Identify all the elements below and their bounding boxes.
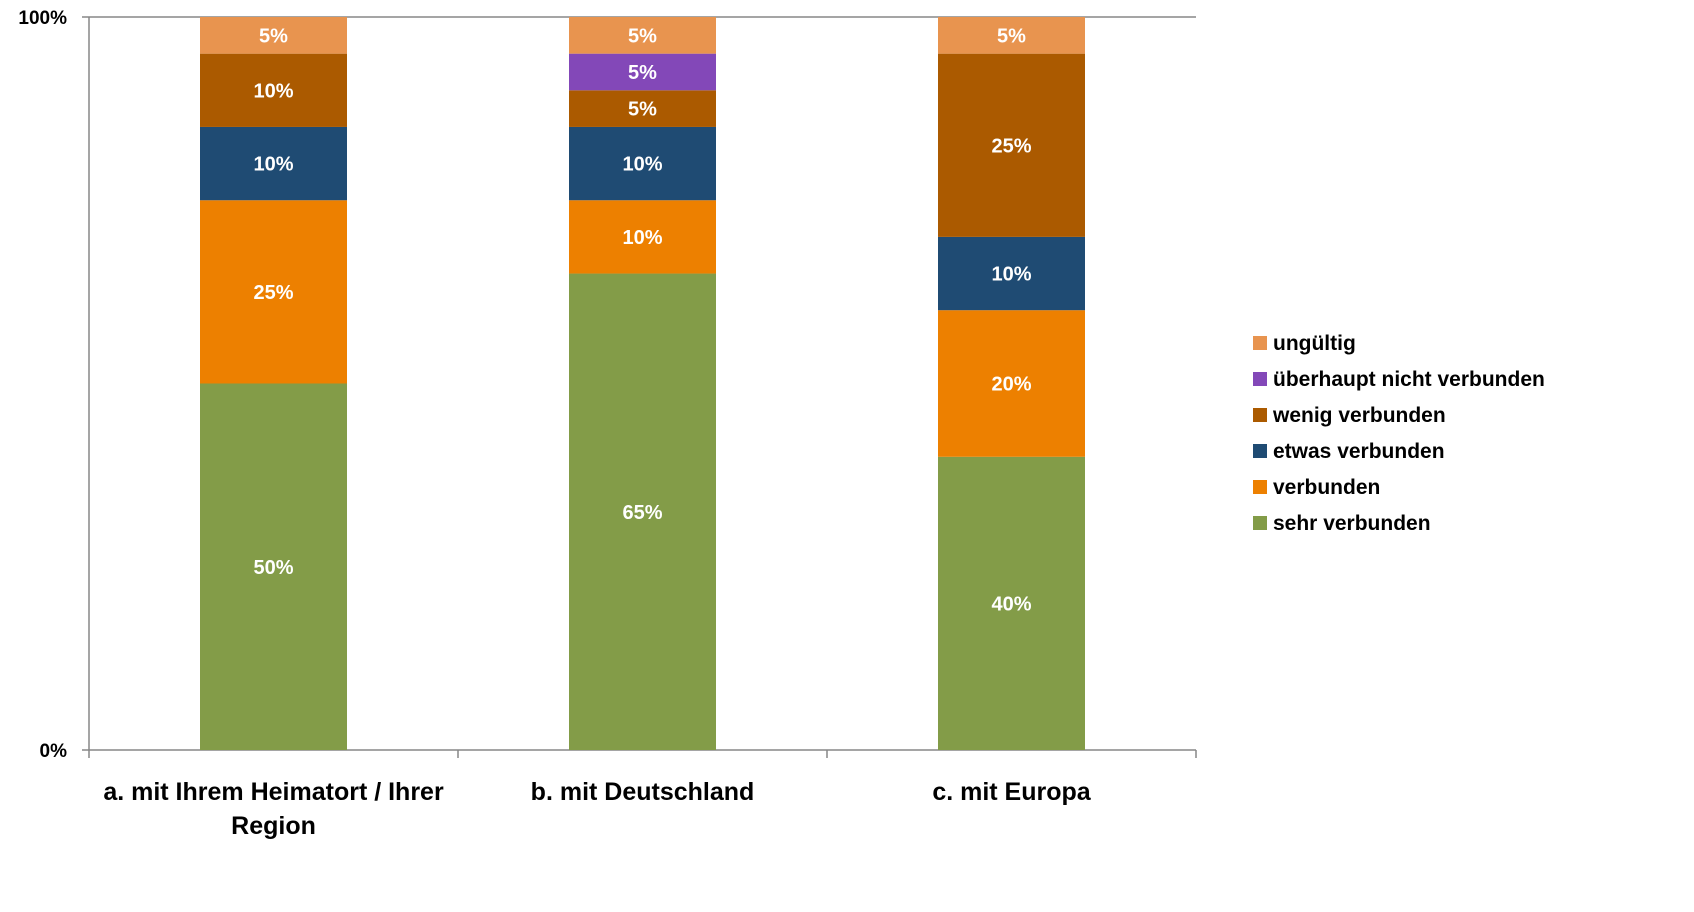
- y-tick-label: 0%: [40, 741, 68, 762]
- bar-segment: [938, 310, 1085, 457]
- bar-segment: [569, 90, 716, 127]
- data-label: 10%: [253, 80, 293, 102]
- bar-segment: [569, 273, 716, 750]
- legend-item: sehr verbunden: [1253, 512, 1431, 535]
- data-label: 10%: [253, 154, 293, 176]
- data-label: 5%: [997, 25, 1026, 47]
- x-tick-label: a. mit Ihrem Heimatort / Ihrer Region: [103, 778, 444, 840]
- bar-segment: [569, 17, 716, 54]
- bar-segment: [569, 53, 716, 91]
- bar-segment: [938, 53, 1085, 237]
- legend-swatch: [1253, 480, 1267, 494]
- legend-item: etwas verbunden: [1253, 440, 1445, 463]
- bar-segment: [200, 200, 347, 384]
- bars: 50% 25% 10% 10% 5% 65% 10% 10% 5% 5% 5% 40% 20% 10% 25…: [200, 17, 1085, 750]
- bar-segment: [200, 126, 347, 201]
- bar-segment: [938, 17, 1085, 54]
- bar-segment: [569, 126, 716, 201]
- x-tick-label: b. mit Deutschland: [531, 778, 755, 806]
- legend-swatch: [1253, 372, 1267, 386]
- bar-segment: [200, 383, 347, 750]
- y-tick-label: 100%: [18, 8, 67, 29]
- data-label: 10%: [622, 227, 662, 249]
- data-label: 10%: [622, 154, 662, 176]
- data-label: 50%: [253, 557, 293, 579]
- legend-label: wenig verbunden: [1272, 404, 1446, 427]
- x-tick-label: c. mit Europa: [932, 778, 1091, 806]
- data-label: 65%: [622, 502, 662, 524]
- data-label: 20%: [991, 374, 1031, 396]
- legend-label: überhaupt nicht verbunden: [1273, 368, 1545, 391]
- data-label: 5%: [259, 25, 288, 47]
- bar-segment: [938, 236, 1085, 311]
- legend-swatch: [1253, 444, 1267, 458]
- legend-label: sehr verbunden: [1273, 512, 1431, 535]
- legend-item: verbunden: [1253, 476, 1380, 499]
- legend-item: überhaupt nicht verbunden: [1253, 368, 1545, 391]
- legend-label: etwas verbunden: [1273, 440, 1445, 463]
- bar-segment: [200, 17, 347, 54]
- bar-segment: [200, 53, 347, 127]
- legend-swatch: [1253, 516, 1267, 530]
- x-axis-labels: a. mit Ihrem Heimatort / Ihrer Region b. m…: [103, 778, 1091, 840]
- data-label: 25%: [253, 282, 293, 304]
- bar-segment: [569, 200, 716, 274]
- legend-label: verbunden: [1273, 476, 1380, 499]
- legend-item: wenig verbunden: [1253, 404, 1446, 427]
- data-label: 5%: [628, 25, 657, 47]
- legend-swatch: [1253, 408, 1267, 422]
- bar-segment: [938, 456, 1085, 750]
- data-label: 25%: [991, 135, 1031, 157]
- data-label: 10%: [991, 264, 1031, 286]
- data-label: 40%: [991, 593, 1031, 615]
- legend-label: ungültig: [1273, 332, 1356, 355]
- legend-swatch: [1253, 336, 1267, 350]
- data-label: 5%: [628, 99, 657, 121]
- legend: ungültig überhaupt nicht verbunden wenig v…: [1253, 332, 1545, 535]
- data-label: 5%: [628, 62, 657, 84]
- legend-item: ungültig: [1253, 332, 1356, 355]
